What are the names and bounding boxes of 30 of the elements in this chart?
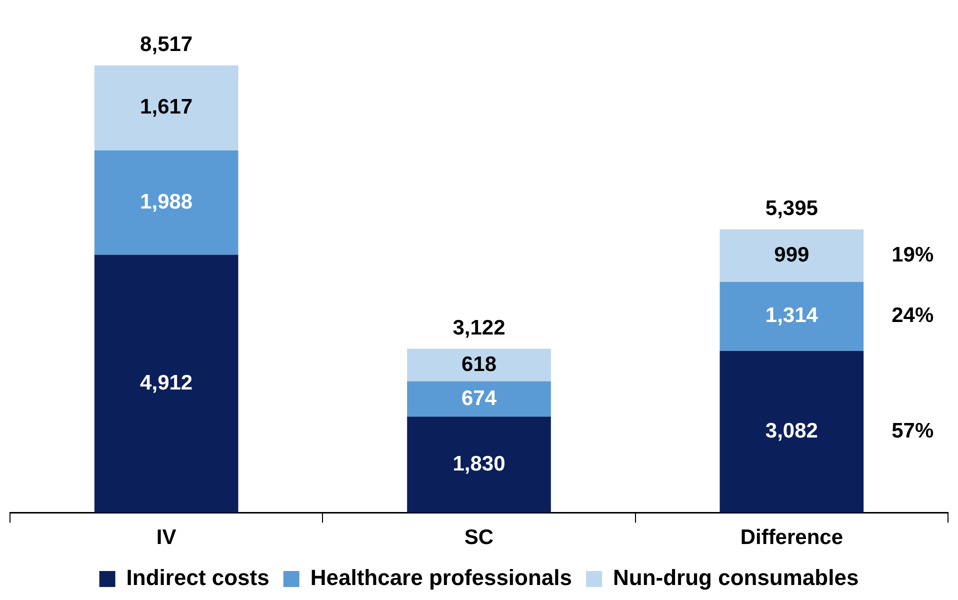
data-label: 3,082 xyxy=(765,420,818,443)
legend-label: Healthcare professionals xyxy=(310,565,572,590)
x-tick-label: Difference xyxy=(740,526,844,550)
annotation: 24% xyxy=(892,304,934,328)
total-label: 3,122 xyxy=(452,316,506,340)
data-label: 1,830 xyxy=(452,452,506,476)
legend-label: Nun-drug consumables xyxy=(613,565,859,590)
annotation: 19% xyxy=(892,243,934,266)
data-label: 674 xyxy=(461,386,497,410)
bar xyxy=(720,282,864,351)
bar xyxy=(94,150,238,255)
data-label: 1,617 xyxy=(140,96,193,119)
annotation: 57% xyxy=(892,420,934,443)
data-label: 1,988 xyxy=(140,190,193,214)
data-label: 618 xyxy=(461,352,497,376)
total-label: 8,517 xyxy=(140,33,193,56)
bar xyxy=(407,416,551,513)
x-tick-label: SC xyxy=(464,526,494,550)
data-label: 1,314 xyxy=(765,304,818,328)
bar xyxy=(407,381,551,417)
x-tick-label: IV xyxy=(156,526,176,550)
bar xyxy=(720,229,864,282)
bar xyxy=(94,254,238,513)
bar xyxy=(94,65,238,150)
total-label: 5,395 xyxy=(765,197,818,220)
data-label: 999 xyxy=(774,243,810,266)
legend-label: Indirect costs xyxy=(126,565,270,590)
bar xyxy=(407,348,551,382)
bar xyxy=(720,350,864,513)
data-label: 4,912 xyxy=(140,372,193,395)
